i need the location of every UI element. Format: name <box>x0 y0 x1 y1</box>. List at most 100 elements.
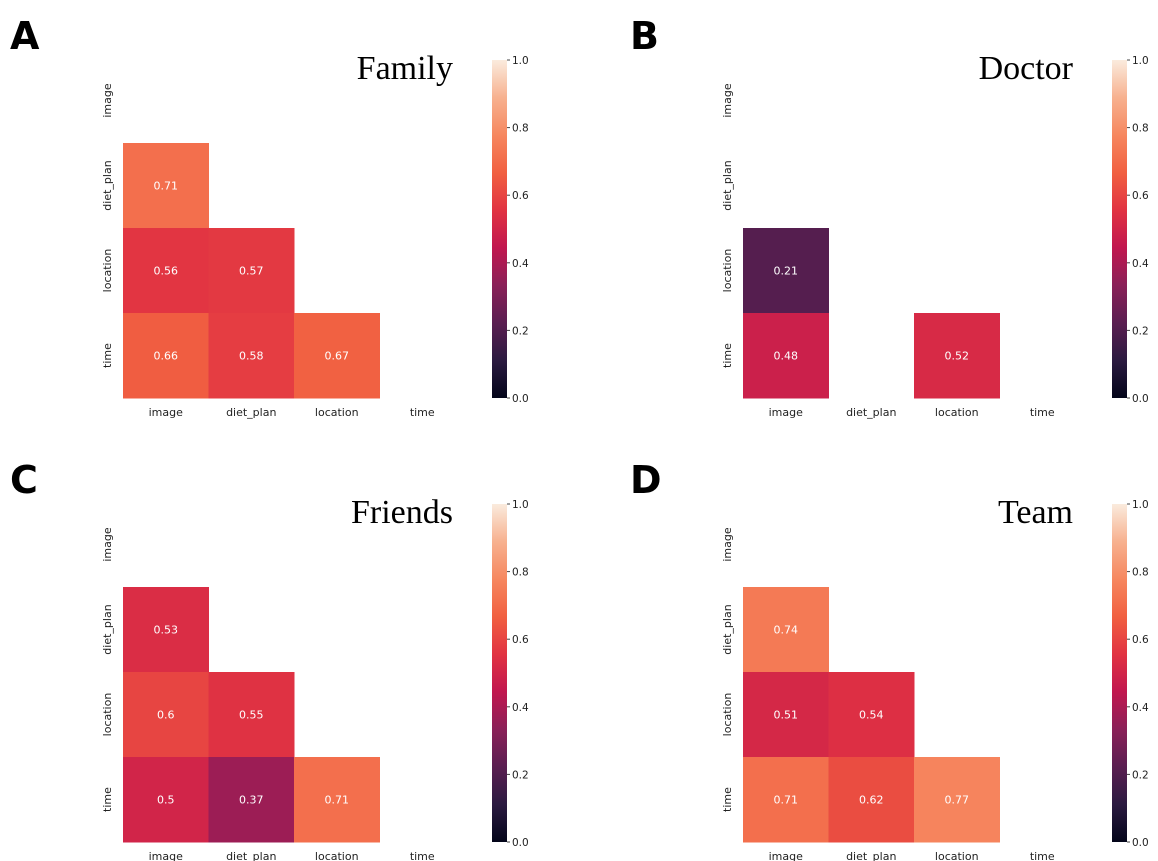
colorbar-tick-label: 0.0 <box>1132 837 1149 849</box>
x-tick-label: time <box>1030 406 1055 419</box>
heatmap-cell <box>743 313 829 399</box>
colorbar-tick-label: 0.2 <box>512 325 529 337</box>
x-tick-label: image <box>769 406 803 419</box>
y-tick-label: time <box>101 787 114 812</box>
cell-value-label: 0.48 <box>774 350 799 363</box>
cell-value-label: 0.67 <box>325 350 350 363</box>
heatmap-cell <box>294 313 380 399</box>
colorbar-tick-label: 0.6 <box>512 190 529 202</box>
x-tick-label: time <box>1030 850 1055 861</box>
cell-value-label: 0.54 <box>859 709 884 722</box>
heatmap-cell <box>123 587 209 673</box>
x-tick-label: location <box>935 850 979 861</box>
colorbar-tick-label: 0.8 <box>1132 123 1149 135</box>
heatmap-cell <box>208 757 295 843</box>
cell-value-label: 0.55 <box>239 709 264 722</box>
colorbar <box>1112 60 1127 398</box>
y-tick-label: diet_plan <box>721 604 734 654</box>
cell-value-label: 0.21 <box>774 265 799 278</box>
heatmap-cell <box>208 672 295 758</box>
cell-value-label: 0.71 <box>154 180 179 193</box>
y-tick-label: image <box>721 83 734 117</box>
y-tick-label: location <box>101 249 114 293</box>
heatmap-cell <box>743 228 829 314</box>
cell-value-label: 0.77 <box>945 794 970 807</box>
colorbar-tick-label: 0.6 <box>1132 634 1149 646</box>
y-tick-label: image <box>101 527 114 561</box>
colorbar-tick-label: 0.2 <box>512 769 529 781</box>
heatmap-cell <box>743 757 829 843</box>
heatmap-cell <box>914 757 1000 843</box>
x-tick-label: location <box>315 850 359 861</box>
x-tick-label: image <box>149 406 183 419</box>
colorbar-tick-label: 0.6 <box>1132 190 1149 202</box>
x-tick-label: time <box>410 406 435 419</box>
heatmap-cell <box>208 228 295 314</box>
x-tick-label: image <box>769 850 803 861</box>
y-tick-label: image <box>721 527 734 561</box>
x-tick-label: diet_plan <box>226 406 276 419</box>
y-tick-label: location <box>101 693 114 737</box>
panel-title: Doctor <box>979 50 1074 87</box>
x-tick-label: location <box>315 406 359 419</box>
colorbar-tick-label: 0.8 <box>512 567 529 579</box>
cell-value-label: 0.66 <box>154 350 179 363</box>
colorbar <box>492 60 507 398</box>
x-tick-label: location <box>935 406 979 419</box>
colorbar-tick-label: 0.2 <box>1132 769 1149 781</box>
x-tick-label: time <box>410 850 435 861</box>
heatmap-cell <box>743 587 829 673</box>
heatmap-cell <box>208 313 295 399</box>
panel-label: B <box>630 14 659 58</box>
y-tick-label: location <box>721 693 734 737</box>
cell-value-label: 0.6 <box>157 709 175 722</box>
x-tick-label: diet_plan <box>226 850 276 861</box>
heatmap-cell <box>294 757 380 843</box>
panel-title: Friends <box>351 494 453 531</box>
colorbar-tick-label: 0.4 <box>1132 702 1149 714</box>
cell-value-label: 0.74 <box>774 624 799 637</box>
cell-value-label: 0.52 <box>945 350 970 363</box>
y-tick-label: diet_plan <box>721 160 734 210</box>
cell-value-label: 0.62 <box>859 794 884 807</box>
cell-value-label: 0.37 <box>239 794 264 807</box>
heatmap-cell <box>828 672 915 758</box>
cell-value-label: 0.71 <box>325 794 350 807</box>
heatmap-cell <box>123 757 209 843</box>
colorbar-tick-label: 0.8 <box>512 123 529 135</box>
colorbar <box>492 504 507 842</box>
panel-label: A <box>10 14 40 58</box>
heatmap-panel-d: D Team 0.74 0.51 0.54 0.71 0.62 0.77 image diet_p… <box>630 458 1149 861</box>
y-tick-label: time <box>721 787 734 812</box>
panel-label: C <box>10 458 38 502</box>
colorbar-tick-label: 0.4 <box>512 702 529 714</box>
cell-value-label: 0.5 <box>157 794 175 807</box>
heatmap-cell <box>914 313 1000 399</box>
y-tick-label: time <box>721 343 734 368</box>
x-tick-label: image <box>149 850 183 861</box>
y-tick-label: image <box>101 83 114 117</box>
cell-value-label: 0.71 <box>774 794 799 807</box>
heatmap-panel-c: C Friends 0.53 0.6 0.55 0.5 0.37 0.71 image diet_… <box>10 458 529 861</box>
colorbar-tick-label: 0.6 <box>512 634 529 646</box>
y-tick-label: diet_plan <box>101 604 114 654</box>
colorbar-tick-label: 1.0 <box>1132 55 1149 67</box>
heatmap-cell <box>743 672 829 758</box>
colorbar-tick-label: 0.4 <box>512 258 529 270</box>
y-tick-label: time <box>101 343 114 368</box>
colorbar-tick-label: 0.0 <box>1132 393 1149 405</box>
cell-value-label: 0.57 <box>239 265 264 278</box>
colorbar-tick-label: 0.4 <box>1132 258 1149 270</box>
heatmap-cell <box>123 313 209 399</box>
colorbar <box>1112 504 1127 842</box>
colorbar-tick-label: 1.0 <box>512 55 529 67</box>
heatmap-cell <box>123 228 209 314</box>
colorbar-tick-label: 0.8 <box>1132 567 1149 579</box>
panel-label: D <box>630 458 662 502</box>
cell-value-label: 0.58 <box>239 350 264 363</box>
y-tick-label: location <box>721 249 734 293</box>
heatmap-cell <box>828 757 915 843</box>
colorbar-tick-label: 1.0 <box>512 499 529 511</box>
x-tick-label: diet_plan <box>846 406 896 419</box>
